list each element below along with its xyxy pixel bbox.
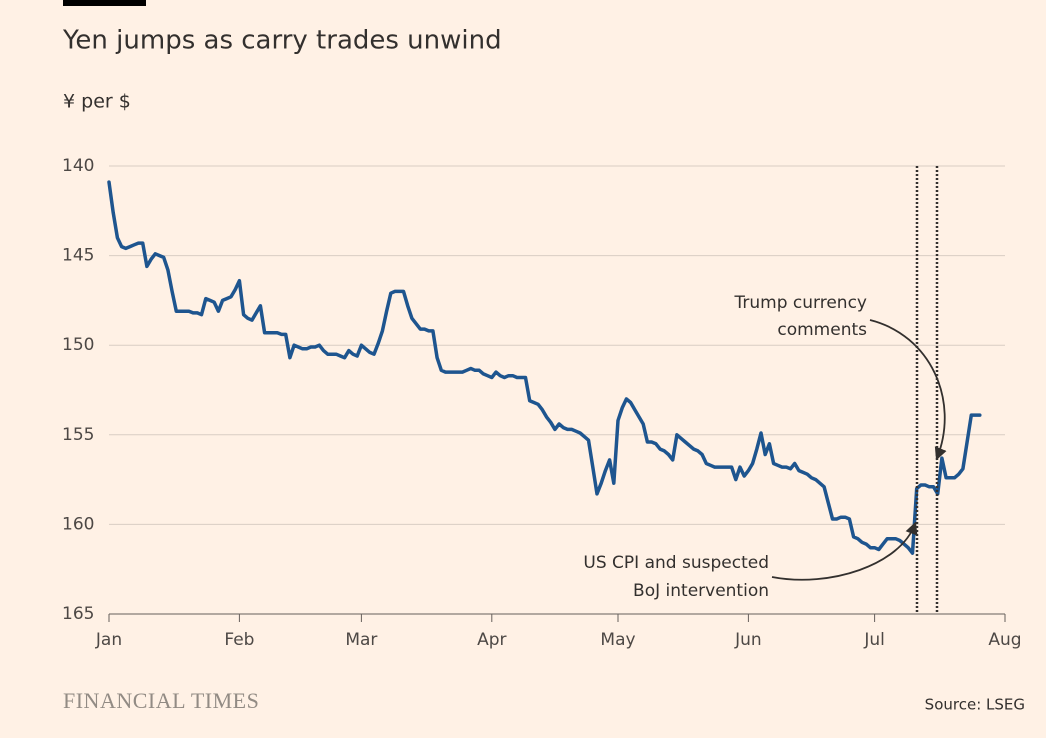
- annotation-arrow: [771, 521, 918, 581]
- source: Source: LSEG: [925, 696, 1025, 714]
- brand: FINANCIAL TIMES: [63, 688, 259, 713]
- x-tick-label: Mar: [345, 630, 377, 650]
- x-tick-label: Feb: [224, 630, 254, 650]
- annotation: comments: [777, 320, 867, 340]
- y-tick-label: 160: [62, 514, 94, 534]
- x-tick-label: Apr: [477, 630, 506, 650]
- title-bar: [63, 0, 146, 6]
- x-tick-label: Jul: [863, 630, 885, 650]
- chart-title: Yen jumps as carry trades unwind: [62, 26, 502, 56]
- y-tick-label: 140: [62, 156, 94, 176]
- x-tick-label: Jan: [95, 630, 122, 650]
- annotation-arrow: [869, 319, 947, 461]
- y-tick-label: 150: [62, 335, 94, 355]
- annotation: US CPI and suspected: [583, 553, 769, 573]
- y-tick-label: 155: [62, 425, 94, 445]
- x-tick-label: Aug: [988, 630, 1021, 650]
- y-tick-label: 145: [62, 246, 94, 266]
- y-axis-unit: ¥ per $: [63, 91, 131, 113]
- data-line: [107, 180, 982, 555]
- annotation: Trump currency: [734, 293, 867, 313]
- y-tick-label: 165: [62, 604, 94, 624]
- x-tick-label: Jun: [734, 630, 762, 650]
- x-tick-label: May: [600, 630, 635, 650]
- annotation: BoJ intervention: [633, 581, 769, 601]
